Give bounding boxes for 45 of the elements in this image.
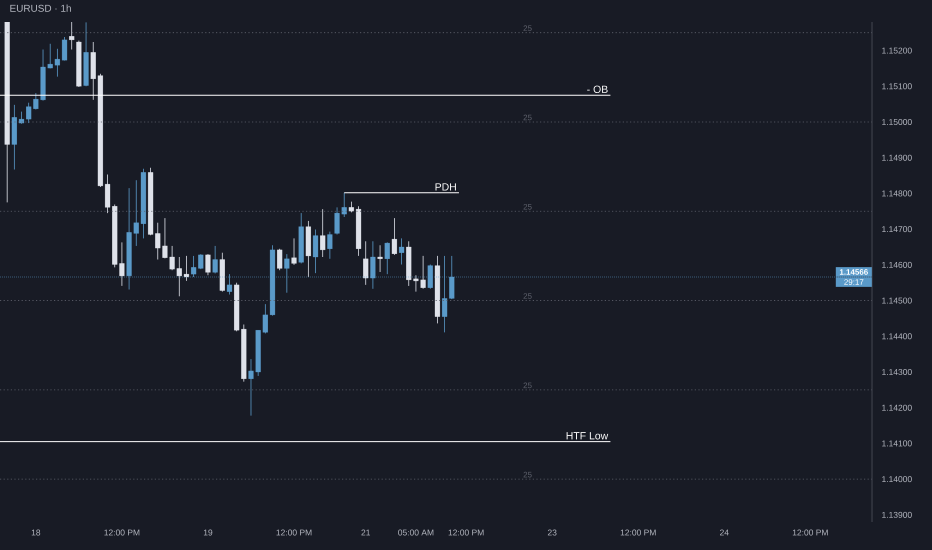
candlestick [327,231,332,260]
candlestick [205,254,211,276]
y-tick-label: 1.14500 [882,298,912,304]
y-tick-label: 1.14600 [882,262,912,268]
x-tick-label: 05:00 AM [398,530,434,536]
y-tick-label: 1.14100 [882,440,912,446]
candlestick [312,229,318,274]
x-tick-label: 24 [720,530,729,536]
x-tick-label: 12:00 PM [448,530,484,536]
candlestick [320,208,326,258]
candlestick [348,201,354,213]
candlestick [377,244,383,272]
candlestick [392,218,397,256]
candlestick [62,36,68,61]
candlestick [398,238,404,265]
candlestick [420,256,426,290]
candlestick [212,246,218,274]
candlestick [363,240,368,286]
ref-line-label: HTF Low [566,432,608,440]
y-tick-label: 1.14800 [882,190,912,196]
candlestick [384,242,390,275]
y-tick-label: 1.14000 [882,476,912,482]
ref-line-label: - OB [587,86,608,94]
y-tick-label: 1.15100 [882,83,912,90]
candlestick [291,238,297,266]
y-tick-label: 1.13900 [882,512,912,518]
y-tick-label: 1.14900 [882,154,912,161]
ref-line-label: PDH [436,183,456,191]
y-tick-label: 1.14300 [882,369,912,375]
candlestick [277,248,282,271]
y-tick-label: 1.14700 [882,226,912,232]
y-tick-label: 1.14400 [882,333,912,340]
x-tick-label: 21 [361,530,370,536]
x-tick-label: 23 [548,530,557,536]
x-tick-label: 19 [204,530,212,536]
x-tick-label: 12:00 PM [620,530,656,536]
x-tick-label: 18 [32,530,40,536]
candlestick [69,22,74,50]
y-tick-label: 1.15000 [882,119,912,125]
y-tick-label: 1.15200 [882,48,912,54]
y-tick-label: 1.14200 [882,404,912,411]
x-tick-label: 12:00 PM [104,530,140,536]
x-tick-label: 12:00 PM [276,530,312,536]
chart-title: EURUSD · 1h [10,4,71,12]
x-tick-label: 12:00 PM [792,530,828,536]
